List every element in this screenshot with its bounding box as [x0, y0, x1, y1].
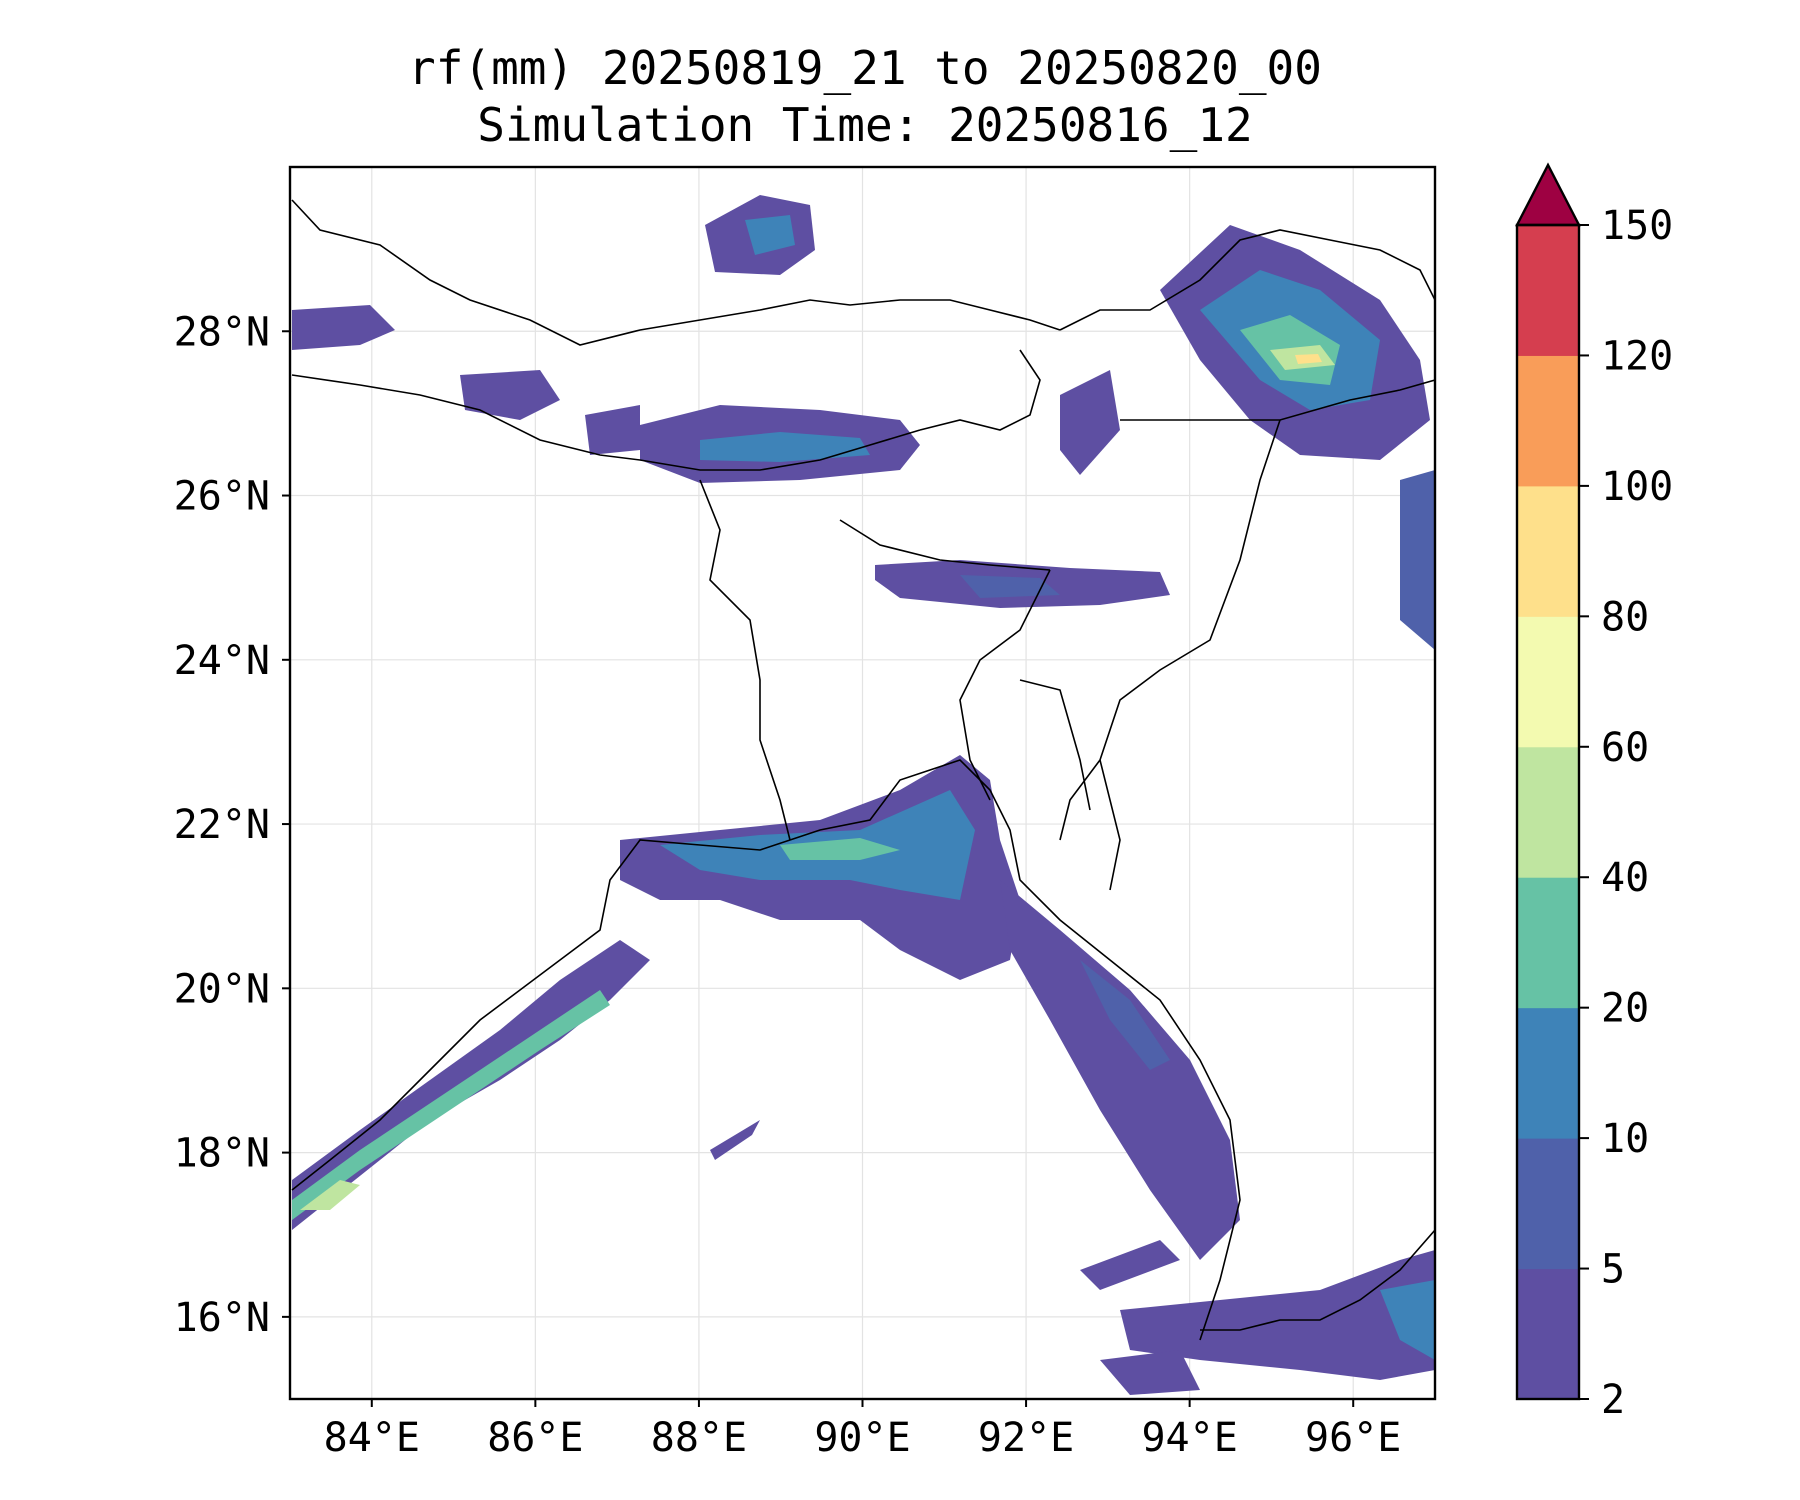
border-bangladesh-east [959, 569, 1051, 801]
rain-area-myanmar-south [1120, 1250, 1435, 1380]
border-myanmar-west [1059, 419, 1281, 841]
lon-tick-label-6: 96°E [1305, 1415, 1401, 1461]
lon-tick-label-2: 88°E [651, 1415, 747, 1461]
lat-tick-label-1: 18°N [174, 1131, 270, 1177]
rain-area-nepal-mid2 [585, 405, 640, 455]
colorbar-tick-label-2: 10 [1601, 1116, 1649, 1162]
colorbar-band-8 [1517, 225, 1579, 356]
lon-tick-label-0: 84°E [324, 1415, 420, 1461]
axis-ticks: 84°E 86°E 88°E 90°E 92°E 94°E 96°E 16°N 18°N 20°N… [174, 309, 1402, 1461]
colorbar-band-1 [1517, 1138, 1579, 1270]
colorbar-extend-arrow [1515, 162, 1581, 227]
colorbar-band-3 [1517, 877, 1579, 1009]
lat-tick-label-3: 22°N [174, 802, 270, 848]
colorbar-ticks: 2 5 10 20 40 60 80 100 120 150 [1579, 203, 1673, 1423]
colorbar-band-0 [1517, 1268, 1579, 1400]
rain-area-arakan-coast [1000, 880, 1240, 1260]
rain-area-nepal-east-core [700, 432, 870, 462]
rain-area-nepal-west [292, 305, 395, 350]
lat-tick-label-2: 20°N [174, 966, 270, 1012]
rain-area-myanmar-north [1400, 470, 1435, 650]
colorbar-tick-label-1: 5 [1601, 1247, 1625, 1293]
lon-tick-label-3: 90°E [814, 1415, 910, 1461]
colorbar-band-7 [1517, 355, 1579, 487]
rain-area-odisha-coast-core [292, 990, 610, 1220]
rain-area-myanmar-south-core [1380, 1280, 1435, 1360]
lat-tick-label-4: 24°N [174, 638, 270, 684]
colorbar: 2 5 10 20 40 60 80 100 120 150 [1515, 162, 1673, 1423]
colorbar-band-6 [1517, 485, 1579, 617]
map-title-line-1: rf(mm) 20250819_21 to 20250820_00 [408, 41, 1322, 95]
colorbar-band-5 [1517, 616, 1579, 748]
lon-tick-label-1: 86°E [487, 1415, 583, 1461]
country-borders [291, 199, 1435, 1341]
border-assam-arunachal [1059, 229, 1435, 331]
rain-area-meghalaya-core [960, 575, 1060, 598]
rain-area-bay-streak-2 [1080, 1240, 1180, 1290]
rain-area-bay-streak-1 [710, 1120, 760, 1160]
colorbar-tick-label-5: 60 [1601, 725, 1649, 771]
rain-area-arakan-inner [1080, 960, 1170, 1070]
colorbar-tick-label-6: 80 [1601, 594, 1649, 640]
map-title-line-2: Simulation Time: 20250816_12 [477, 98, 1253, 152]
border-assam-south [1120, 379, 1435, 421]
border-bhutan [919, 349, 1041, 431]
colorbar-tick-label-3: 20 [1601, 986, 1649, 1032]
border-bangladesh-north [839, 519, 1051, 571]
rain-area-bay-south [1100, 1350, 1200, 1395]
lat-tick-label-5: 26°N [174, 474, 270, 520]
rainfall-shading [292, 195, 1435, 1395]
coastline-myanmar-south [1200, 1229, 1435, 1331]
border-nepal-south [291, 374, 921, 471]
colorbar-bands [1517, 225, 1579, 1400]
colorbar-band-2 [1517, 1007, 1579, 1139]
rain-area-nagaland [1060, 370, 1120, 475]
rain-area-nepal-mid [460, 370, 560, 420]
rain-area-bengal-coast-inner [780, 838, 900, 860]
lat-tick-label-0: 16°N [174, 1295, 270, 1341]
colorbar-tick-label-8: 120 [1601, 333, 1673, 379]
rain-area-odisha-coast-peak [300, 1180, 360, 1210]
rain-area-arunachal-peak-max [1295, 354, 1322, 364]
border-mizoram [1099, 759, 1121, 891]
lon-tick-label-5: 94°E [1141, 1415, 1237, 1461]
coastline-india-east [291, 759, 1241, 1341]
border-bangladesh-west [699, 479, 791, 841]
colorbar-frame [1515, 223, 1581, 1401]
colorbar-band-4 [1517, 746, 1579, 878]
border-tripura [1019, 679, 1091, 811]
lat-tick-label-6: 28°N [174, 309, 270, 355]
colorbar-tick-label-4: 40 [1601, 855, 1649, 901]
colorbar-tick-label-7: 100 [1601, 464, 1673, 510]
colorbar-tick-label-9: 150 [1601, 203, 1673, 249]
rain-area-tibet-core [745, 215, 795, 255]
lon-tick-label-4: 92°E [978, 1415, 1074, 1461]
colorbar-tick-label-0: 2 [1601, 1377, 1625, 1423]
border-nepal-north [291, 199, 1061, 346]
